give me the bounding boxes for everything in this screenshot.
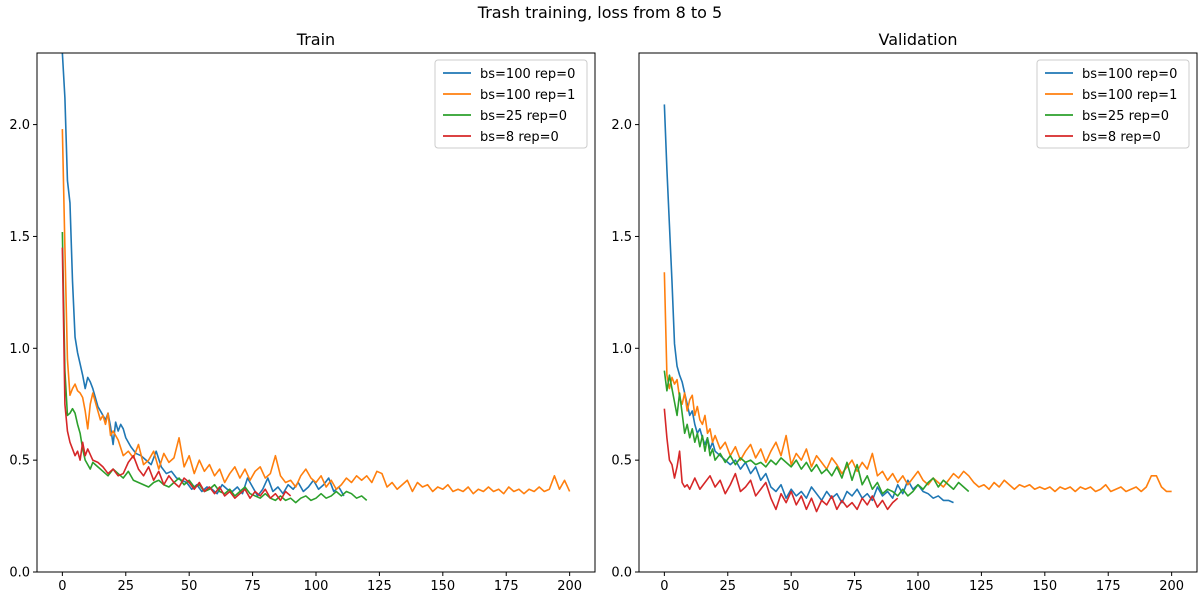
- train-legend-label-bs-100-rep-1: bs=100 rep=1: [480, 88, 575, 103]
- train-plot: Train 0 25 50 75 100 125 150 175 200 0.0 0.5 1.0 1.5 2…: [9, 30, 596, 594]
- train-title: Train: [296, 30, 335, 49]
- train-ytick-label-0-5: 0.5: [9, 454, 30, 469]
- train-xtick-label-0: 0: [58, 579, 66, 594]
- train-ytick-label-1-5: 1.5: [9, 230, 30, 245]
- train-ytick-label-0-0: 0.0: [9, 566, 30, 581]
- validation-plot: Validation 0 25 50 75 100 125 150 175 200 0.0 0.5 1.…: [611, 30, 1198, 594]
- train-xtick-label-25: 25: [117, 579, 134, 594]
- validation-ytick-label-1-5: 1.5: [611, 230, 632, 245]
- validation-ytick-label-0-5: 0.5: [611, 454, 632, 469]
- validation-xtick-label-175: 175: [1096, 579, 1121, 594]
- train-series-bs-100-rep-1: [61, 129, 571, 495]
- validation-xtick-label-0: 0: [660, 579, 668, 594]
- train-xtick-label-50: 50: [181, 579, 198, 594]
- validation-title: Validation: [878, 30, 957, 49]
- validation-xtick-label-125: 125: [969, 579, 994, 594]
- validation-series-bs-8-rep-0: [663, 408, 899, 513]
- validation-series-bs-100-rep-1: [663, 272, 1172, 493]
- train-legend: [434, 59, 588, 149]
- validation-legend-label-bs-8-rep-0: bs=8 rep=0: [1082, 130, 1161, 145]
- train-legend-label-bs-100-rep-0: bs=100 rep=0: [480, 67, 575, 82]
- validation-legend-label-bs-100-rep-1: bs=100 rep=1: [1082, 88, 1177, 103]
- train-xtick-label-150: 150: [430, 579, 455, 594]
- validation-xtick-label-25: 25: [719, 579, 736, 594]
- validation-ytick-label-0-0: 0.0: [611, 566, 632, 581]
- train-xtick-label-75: 75: [244, 579, 261, 594]
- train-xtick-label-125: 125: [367, 579, 392, 594]
- train-xtick-label-100: 100: [304, 579, 329, 594]
- train-legend-label-bs-8-rep-0: bs=8 rep=0: [480, 130, 559, 145]
- validation-xtick-label-200: 200: [1159, 579, 1184, 594]
- train-ytick-label-1-0: 1.0: [9, 342, 30, 357]
- validation-legend-label-bs-100-rep-0: bs=100 rep=0: [1082, 67, 1177, 82]
- validation-legend: [1036, 59, 1190, 149]
- validation-series-bs-100-rep-0: [663, 104, 954, 504]
- train-series-bs-25-rep-0: [61, 231, 368, 504]
- train-xtick-label-175: 175: [494, 579, 519, 594]
- train-series-bs-8-rep-0: [61, 247, 292, 502]
- train-series-bs-100-rep-0: [61, 53, 345, 497]
- validation-xtick-label-50: 50: [783, 579, 800, 594]
- validation-xtick-label-150: 150: [1032, 579, 1057, 594]
- validation-legend-label-bs-25-rep-0: bs=25 rep=0: [1082, 109, 1169, 124]
- validation-series-bs-25-rep-0: [663, 370, 970, 497]
- train-legend-label-bs-25-rep-0: bs=25 rep=0: [480, 109, 567, 124]
- train-xtick-label-200: 200: [557, 579, 582, 594]
- figure-title: Trash training, loss from 8 to 5: [477, 3, 722, 22]
- validation-xtick-label-75: 75: [846, 579, 863, 594]
- train-ytick-label-2-0: 2.0: [9, 118, 30, 133]
- validation-xtick-label-100: 100: [906, 579, 931, 594]
- validation-ytick-label-1-0: 1.0: [611, 342, 632, 357]
- validation-ytick-label-2-0: 2.0: [611, 118, 632, 133]
